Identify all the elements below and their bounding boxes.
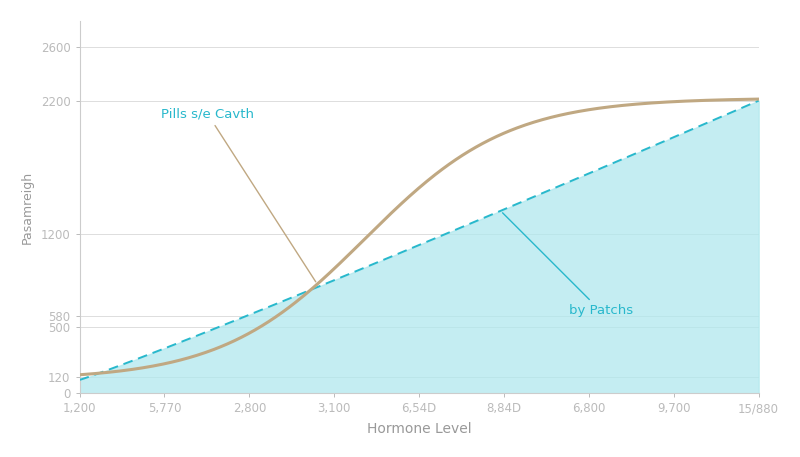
Y-axis label: Pasamreigh: Pasamreigh [21, 170, 34, 244]
Text: Pills s/e Cavth: Pills s/e Cavth [161, 107, 316, 282]
X-axis label: Hormone Level: Hormone Level [366, 422, 471, 436]
Text: by Patchs: by Patchs [502, 213, 633, 317]
